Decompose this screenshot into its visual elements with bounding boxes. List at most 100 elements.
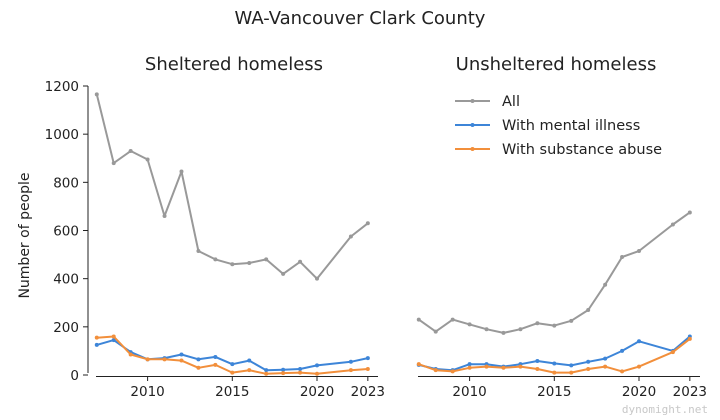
data-point-all — [620, 254, 625, 259]
x-tick-label: 2023 — [673, 384, 707, 400]
data-point-with-substance-abuse — [111, 334, 116, 339]
data-point-all — [162, 214, 167, 219]
data-point-with-substance-abuse — [467, 365, 472, 370]
data-point-all — [535, 321, 540, 326]
legend-label-all: All — [502, 94, 520, 110]
data-point-all — [213, 257, 218, 262]
legend-marker-with-mental-illness — [470, 123, 475, 127]
data-point-all — [264, 257, 269, 262]
data-point-with-substance-abuse — [179, 358, 184, 363]
y-tick-label: 0 — [70, 368, 79, 384]
y-tick-label: 1200 — [45, 79, 79, 95]
data-point-with-substance-abuse — [433, 368, 438, 373]
data-point-with-substance-abuse — [94, 335, 99, 340]
data-point-with-substance-abuse — [687, 336, 692, 341]
data-point-with-substance-abuse — [484, 364, 489, 369]
data-point-with-substance-abuse — [162, 357, 167, 362]
data-point-all — [111, 161, 116, 166]
data-point-all — [247, 261, 252, 266]
legend-marker-all — [470, 99, 475, 103]
data-point-with-mental-illness — [179, 352, 184, 357]
series-line-with-mental-illness — [96, 339, 369, 372]
data-point-with-substance-abuse — [535, 366, 540, 371]
data-point-all — [603, 282, 608, 287]
panel-1: Sheltered homeless 2010 2015 2020 2023 0 200 40… — [17, 54, 385, 400]
data-point-with-mental-illness — [365, 356, 370, 361]
data-point-with-mental-illness — [569, 363, 574, 368]
y-tick-label: 600 — [53, 224, 79, 240]
data-point-all — [467, 322, 472, 327]
data-point-with-mental-illness — [247, 358, 252, 363]
data-point-all — [281, 271, 286, 276]
chart-suptitle: WA-Vancouver Clark County — [235, 8, 486, 29]
data-point-all — [416, 317, 421, 322]
y-tick-label: 200 — [53, 320, 79, 336]
y-tick-label: 1000 — [45, 127, 79, 143]
x-tick-label: 2010 — [452, 384, 486, 400]
data-point-with-mental-illness — [467, 362, 472, 367]
series-line-with-substance-abuse — [418, 338, 691, 374]
data-point-all — [230, 262, 235, 267]
legend: All With mental illness With substance abu… — [455, 94, 662, 158]
data-point-with-substance-abuse — [518, 364, 523, 369]
data-point-with-mental-illness — [264, 368, 269, 373]
data-point-with-mental-illness — [213, 354, 218, 359]
data-point-with-mental-illness — [620, 348, 625, 353]
data-point-all — [298, 259, 303, 264]
data-point-with-substance-abuse — [230, 370, 235, 375]
y-tick-label: 400 — [53, 272, 79, 288]
panel-2: Unsheltered homeless 2010 2015 2020 2023 All W… — [416, 54, 707, 400]
legend-label-with-substance-abuse: With substance abuse — [502, 142, 662, 158]
data-point-all — [518, 327, 523, 332]
data-point-with-substance-abuse — [365, 366, 370, 371]
data-point-with-substance-abuse — [196, 365, 201, 370]
data-point-all — [586, 307, 591, 312]
x-tick-label: 2020 — [622, 384, 656, 400]
data-point-with-mental-illness — [552, 361, 557, 366]
data-point-with-substance-abuse — [213, 362, 218, 367]
watermark: dynomight.net — [622, 403, 708, 416]
data-point-with-mental-illness — [315, 363, 320, 368]
data-point-all — [670, 222, 675, 227]
data-point-with-substance-abuse — [315, 371, 320, 376]
data-point-with-substance-abuse — [603, 364, 608, 369]
data-point-with-substance-abuse — [620, 369, 625, 374]
x-tick-label: 2015 — [537, 384, 571, 400]
data-point-with-mental-illness — [230, 362, 235, 367]
data-point-all — [128, 149, 133, 154]
data-point-with-mental-illness — [348, 359, 353, 364]
data-point-with-substance-abuse — [264, 371, 269, 376]
data-point-all — [348, 234, 353, 239]
data-point-all — [569, 318, 574, 323]
series-line-all — [418, 211, 691, 334]
data-point-with-mental-illness — [94, 342, 99, 347]
data-point-all — [145, 157, 150, 162]
data-point-all — [315, 276, 320, 281]
data-point-with-substance-abuse — [247, 368, 252, 373]
data-point-all — [196, 248, 201, 253]
data-point-with-substance-abuse — [281, 371, 286, 376]
panel-title: Sheltered homeless — [145, 54, 323, 75]
data-point-with-substance-abuse — [450, 369, 455, 374]
legend-label-with-mental-illness: With mental illness — [502, 118, 640, 134]
y-axis-label: Number of people — [17, 172, 33, 298]
data-point-with-substance-abuse — [569, 370, 574, 375]
data-point-with-substance-abuse — [670, 350, 675, 355]
data-point-with-substance-abuse — [586, 366, 591, 371]
series-line-with-substance-abuse — [96, 335, 368, 375]
data-point-all — [94, 92, 99, 97]
data-point-with-substance-abuse — [501, 365, 506, 370]
data-point-with-mental-illness — [637, 339, 642, 344]
data-point-with-mental-illness — [111, 338, 116, 343]
data-point-all — [433, 329, 438, 334]
y-tick-label: 800 — [53, 175, 79, 191]
data-point-all — [637, 248, 642, 253]
data-point-all — [687, 210, 692, 215]
legend-marker-with-substance-abuse — [470, 147, 475, 151]
data-point-with-substance-abuse — [145, 357, 150, 362]
data-point-all — [484, 327, 489, 332]
x-tick-label: 2023 — [351, 384, 385, 400]
data-point-with-mental-illness — [196, 357, 201, 362]
data-point-all — [552, 323, 557, 328]
